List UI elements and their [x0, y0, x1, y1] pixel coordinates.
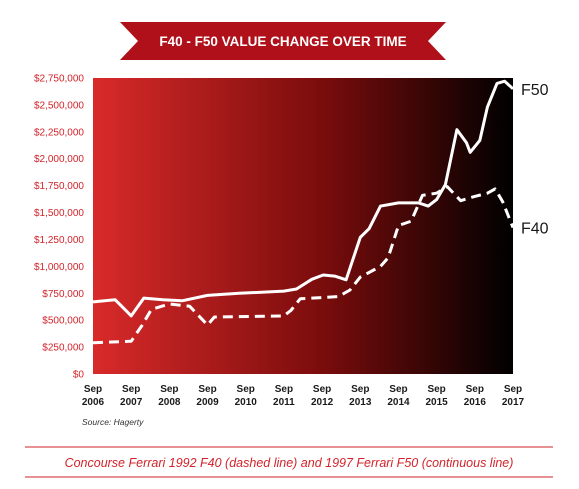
x-tick-month: Sep [160, 384, 178, 395]
banner-ribbon [120, 22, 446, 60]
x-tick-year: 2017 [502, 397, 525, 408]
series-label-f50: F50 [521, 82, 549, 99]
title-banner: F40 - F50 VALUE CHANGE OVER TIME [120, 22, 446, 60]
y-tick-label: $2,500,000 [34, 100, 84, 111]
y-tick-label: $2,750,000 [34, 74, 84, 85]
x-tick-month: Sep [122, 384, 140, 395]
y-tick-label: $2,000,000 [34, 154, 84, 165]
x-tick-year: 2010 [235, 397, 258, 408]
x-tick-month: Sep [504, 384, 522, 395]
y-tick-label: $250,000 [42, 343, 84, 354]
x-tick-year: 2016 [464, 397, 487, 408]
x-tick-month: Sep [237, 384, 255, 395]
y-tick-label: $1,750,000 [34, 181, 84, 192]
x-tick-year: 2011 [273, 397, 295, 408]
y-tick-label: $0 [73, 370, 85, 381]
x-tick-year: 2012 [311, 397, 334, 408]
series-labels: F50 F40 [521, 82, 549, 238]
x-tick-month: Sep [466, 384, 484, 395]
x-tick-month: Sep [275, 384, 293, 395]
x-tick-month: Sep [313, 384, 331, 395]
x-tick-month: Sep [351, 384, 369, 395]
x-tick-year: 2008 [158, 397, 181, 408]
x-tick-month: Sep [427, 384, 445, 395]
y-tick-label: $500,000 [42, 316, 84, 327]
x-tick-year: 2009 [196, 397, 219, 408]
y-tick-label: $750,000 [42, 289, 84, 300]
x-tick-month: Sep [389, 384, 407, 395]
plot-area [93, 78, 513, 374]
series-label-f40: F40 [521, 221, 549, 238]
caption-text: Concourse Ferrari 1992 F40 (dashed line)… [65, 456, 514, 470]
x-tick-month: Sep [84, 384, 102, 395]
y-tick-label: $1,250,000 [34, 235, 84, 246]
series-line-f40 [92, 185, 515, 345]
series-line-f50 [92, 79, 515, 318]
x-tick-month: Sep [198, 384, 216, 395]
x-tick-year: 2007 [120, 397, 143, 408]
source-note: Source: Hagerty [82, 417, 144, 427]
y-axis: $0 $250,000 $500,000 $750,000 $1,000,000 $1,2… [34, 74, 84, 381]
x-tick-year: 2015 [426, 397, 449, 408]
x-axis: Sep 2006 Sep 2007 Sep 2008 Sep 2009 Sep 2010 Sep 20… [82, 384, 525, 408]
y-tick-label: $1,500,000 [34, 208, 84, 219]
x-tick-year: 2013 [349, 397, 372, 408]
y-tick-label: $2,250,000 [34, 127, 84, 138]
chart-title: F40 - F50 VALUE CHANGE OVER TIME [159, 34, 406, 49]
x-tick-year: 2014 [387, 397, 410, 408]
y-tick-label: $1,000,000 [34, 262, 84, 273]
x-tick-year: 2006 [82, 397, 105, 408]
series-lines [92, 79, 515, 345]
